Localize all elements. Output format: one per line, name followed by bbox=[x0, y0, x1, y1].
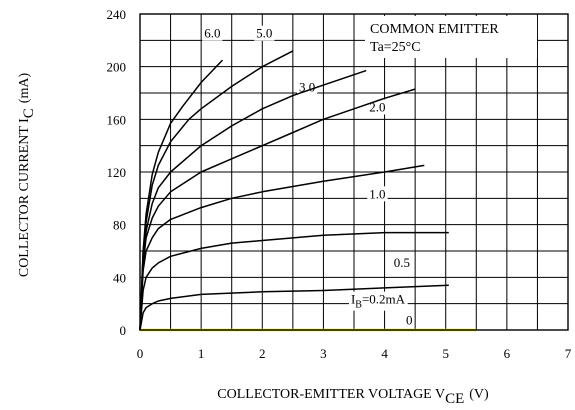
curve-ib-6-0 bbox=[139, 59, 224, 331]
curve-label-background bbox=[254, 25, 275, 41]
x-axis-title: COLLECTOR-EMITTER VOLTAGE VCE (V) bbox=[217, 387, 489, 407]
y-tick-label: 240 bbox=[107, 7, 127, 22]
curve-label-background bbox=[202, 25, 223, 41]
y-axis-title: COLLECTOR CURRENT IC(mA) bbox=[17, 73, 37, 278]
curve-ib-3-0 bbox=[139, 69, 367, 331]
y-tick-label: 80 bbox=[113, 218, 126, 233]
curve-ib-0-5 bbox=[139, 231, 449, 331]
x-tick-label: 6 bbox=[504, 346, 511, 361]
y-tick-label: 160 bbox=[107, 112, 127, 127]
curve-label-background bbox=[367, 186, 388, 202]
curve-ib-0-2 bbox=[139, 284, 449, 331]
grid-lines bbox=[140, 14, 568, 330]
y-tick-label: 40 bbox=[113, 270, 126, 285]
curve-label-1-0: 1.0 bbox=[369, 186, 385, 201]
y-tick-label: 120 bbox=[107, 165, 127, 180]
curve-label-backgrounds bbox=[202, 25, 415, 328]
annotation-line-1: COMMON EMITTER bbox=[370, 22, 499, 37]
curve-ib-2-0 bbox=[139, 88, 416, 331]
curve-label-background bbox=[348, 291, 408, 311]
plot-frame bbox=[139, 13, 569, 331]
x-tick-label: 2 bbox=[259, 346, 266, 361]
curve-label-background bbox=[296, 79, 318, 95]
x-tick-label: 1 bbox=[198, 346, 205, 361]
annotation-background bbox=[365, 16, 537, 58]
curve-label-0-5: 0.5 bbox=[394, 255, 410, 270]
curve-ib-1-0 bbox=[139, 164, 425, 331]
x-tick-label: 0 bbox=[137, 346, 144, 361]
curve-label-6-0: 6.0 bbox=[204, 26, 220, 41]
x-tick-label: 5 bbox=[442, 346, 449, 361]
x-tick-labels: 0 1 2 3 4 5 6 7 bbox=[137, 346, 572, 361]
curve-label-0-2: IB=0.2mA bbox=[351, 292, 406, 311]
y-tick-label: 0 bbox=[120, 323, 127, 338]
curve-label-5-0: 5.0 bbox=[256, 26, 272, 41]
curve-label-2-0: 2.0 bbox=[369, 99, 385, 114]
x-tick-label: 4 bbox=[381, 346, 388, 361]
curve-labels: 0IB=0.2mA 0.5 1.0 2.0 3.0 5.0 6.0 bbox=[204, 26, 412, 328]
x-tick-label: 3 bbox=[320, 346, 327, 361]
curve-label-background bbox=[403, 312, 415, 328]
x-tick-label: 7 bbox=[565, 346, 572, 361]
curve-label-0: 0 bbox=[406, 313, 413, 328]
curve-label-3-0: 3.0 bbox=[299, 80, 315, 95]
y-tick-label: 200 bbox=[107, 60, 127, 75]
annotation-line-2: Ta=25°C bbox=[370, 40, 421, 55]
curve-label-background bbox=[391, 254, 412, 270]
y-tick-labels: 0 40 80 120 160 200 240 bbox=[107, 7, 127, 338]
